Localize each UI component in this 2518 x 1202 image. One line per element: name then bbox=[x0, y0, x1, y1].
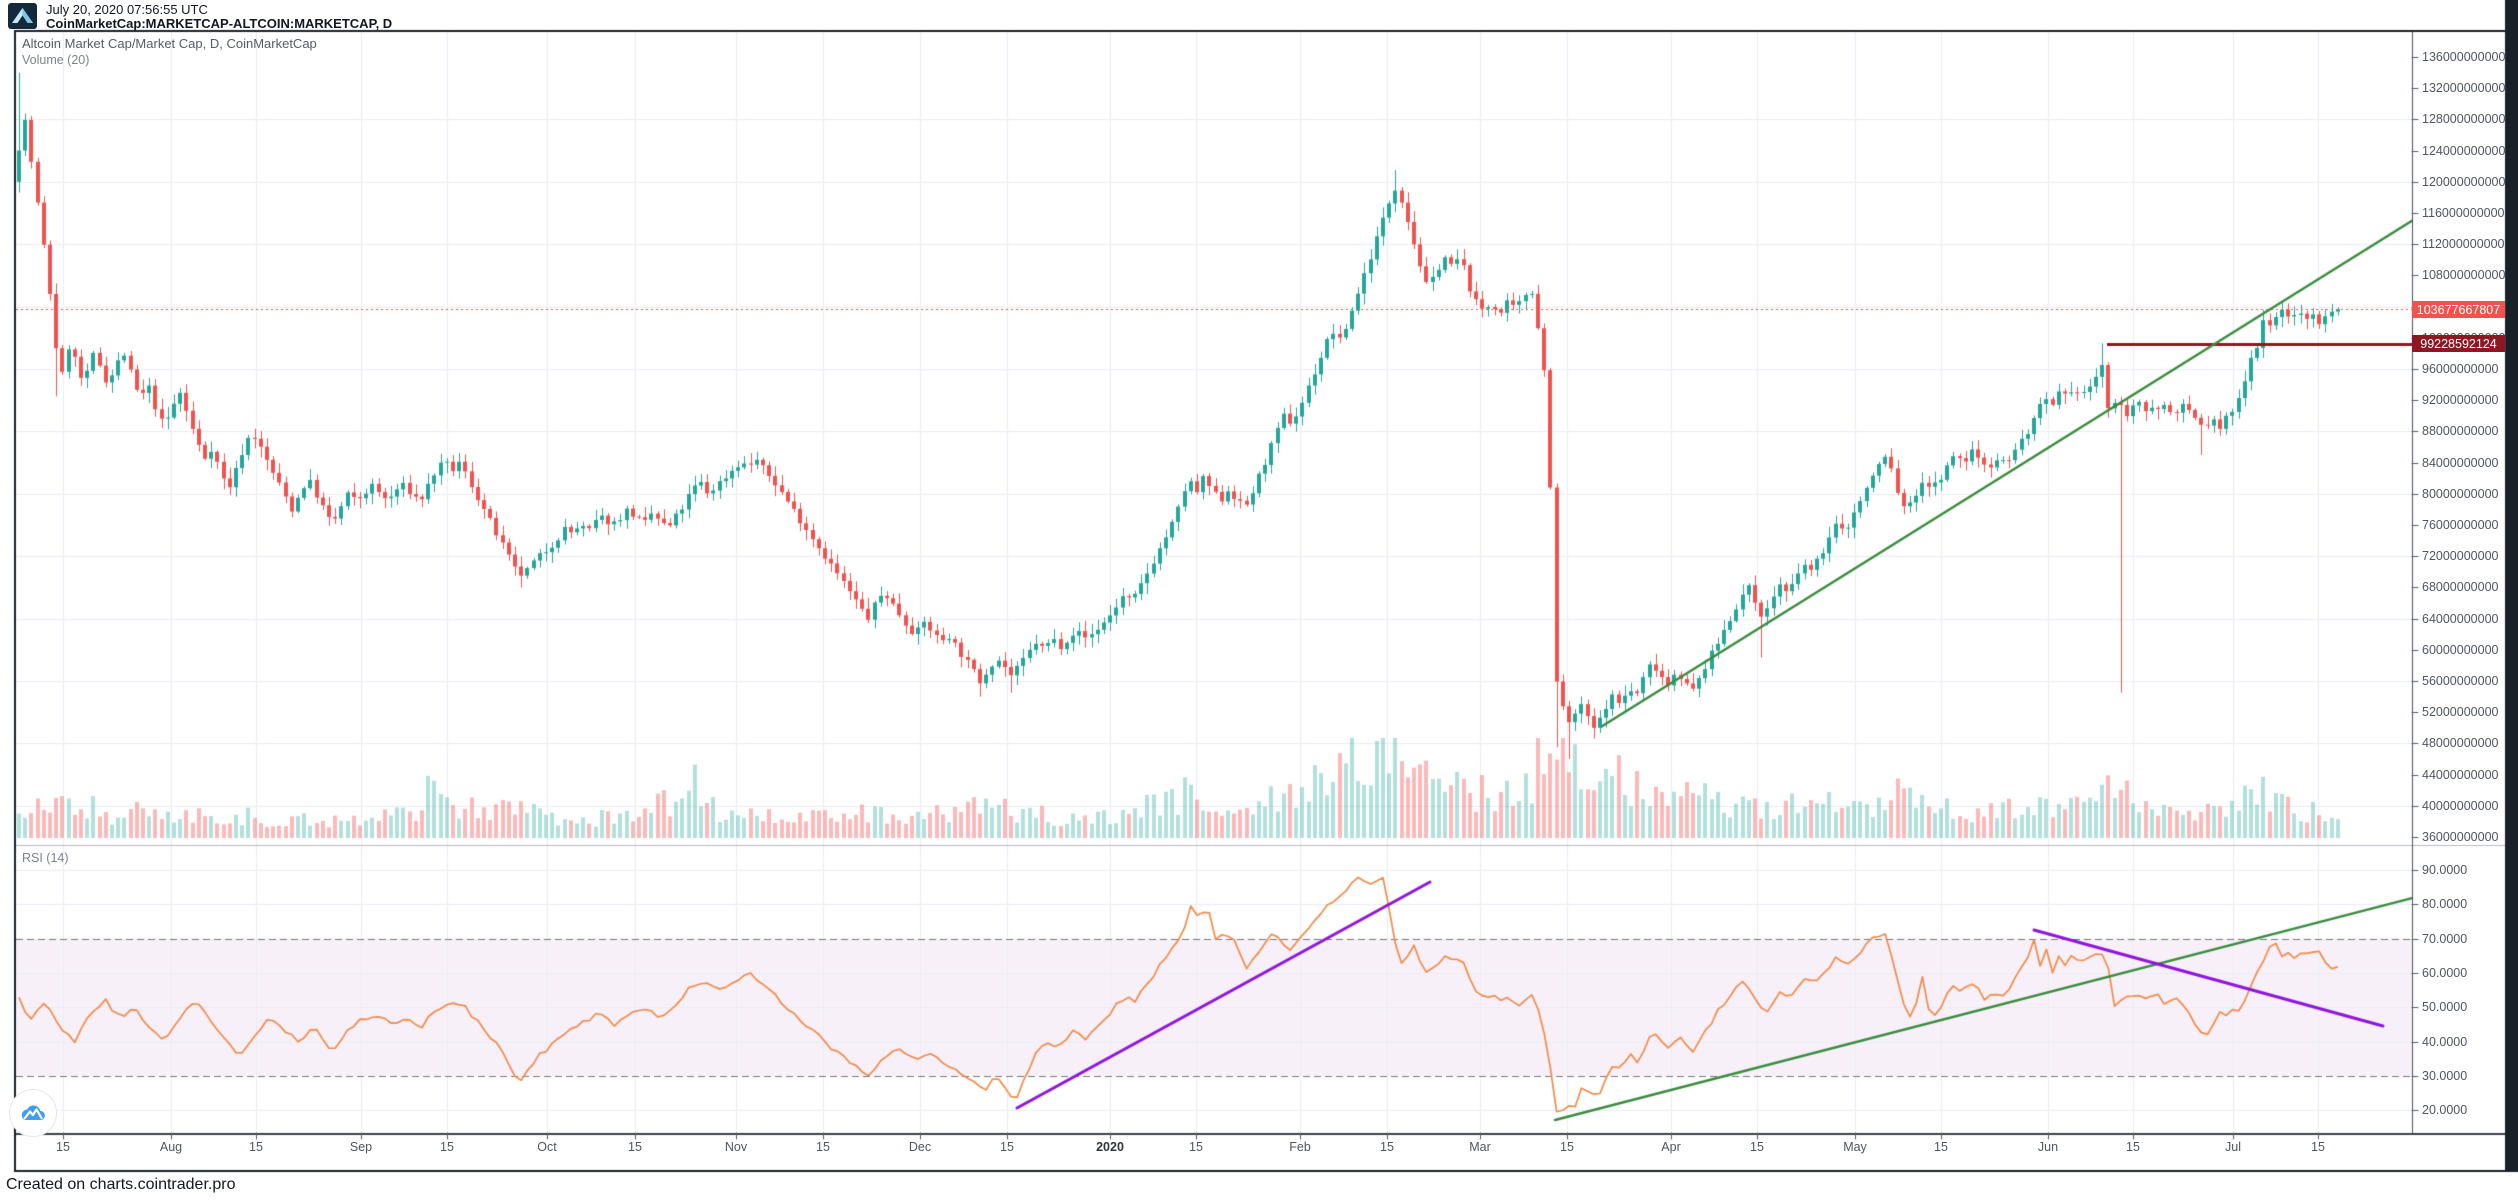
time-axis-label: Mar bbox=[1469, 1140, 1491, 1154]
time-axis-label: 15 bbox=[440, 1140, 454, 1154]
last-price-badge: 103677667807 bbox=[2412, 301, 2505, 318]
time-axis-label: 15 bbox=[1560, 1140, 1574, 1154]
time-axis-label: 15 bbox=[249, 1140, 263, 1154]
volume-indicator-label[interactable]: Volume (20) bbox=[22, 53, 90, 67]
price-axis-label: 92000000000 bbox=[2422, 393, 2499, 408]
time-axis-label: 15 bbox=[1934, 1140, 1948, 1154]
rsi-axis-label: 20.0000 bbox=[2422, 1103, 2468, 1118]
header: July 20, 2020 07:56:55 UTC CoinMarketCap… bbox=[8, 3, 392, 31]
price-axis-label: 72000000000 bbox=[2422, 549, 2499, 564]
time-axis-label: Sep bbox=[349, 1140, 373, 1154]
price-axis-label: 64000000000 bbox=[2422, 611, 2499, 626]
time-axis-label: 15 bbox=[56, 1140, 70, 1154]
time-axis-label: 15 bbox=[2311, 1140, 2325, 1154]
time-axis-label: May bbox=[1843, 1140, 1867, 1154]
price-axis-label: 116000000000 bbox=[2422, 206, 2505, 220]
footer-credit[interactable]: Created on charts.cointrader.pro bbox=[6, 1176, 236, 1193]
price-axis-label: 52000000000 bbox=[2422, 705, 2499, 720]
time-axis-label: Apr bbox=[1661, 1140, 1681, 1154]
time-axis-label: Nov bbox=[724, 1140, 748, 1154]
watermark-logo bbox=[9, 1089, 57, 1137]
price-axis-label: 120000000000 bbox=[2422, 174, 2506, 189]
symbol-title: CoinMarketCap:MARKETCAP-ALTCOIN:MARKETCA… bbox=[46, 16, 393, 31]
cloud-mountain-icon bbox=[21, 1105, 45, 1120]
price-axis-label: 40000000000 bbox=[2422, 798, 2499, 813]
price-axis-label: 56000000000 bbox=[2422, 674, 2499, 688]
price-axis[interactable]: 136000000000 132000000000 128000000000 1240… bbox=[2412, 31, 2505, 1133]
price-axis-label: 76000000000 bbox=[2422, 518, 2499, 532]
price-axis-label: 68000000000 bbox=[2422, 580, 2499, 595]
price-axis-label: 36000000000 bbox=[2422, 830, 2499, 844]
time-axis-label: Aug bbox=[159, 1140, 183, 1154]
price-axis-label: 48000000000 bbox=[2422, 736, 2499, 751]
price-axis-label: 112000000000 bbox=[2422, 237, 2505, 252]
rsi-axis-label: 60.0000 bbox=[2422, 965, 2468, 980]
price-axis-label: 124000000000 bbox=[2422, 143, 2506, 158]
rsi-axis-label: 30.0000 bbox=[2422, 1068, 2468, 1083]
price-axis-label: 60000000000 bbox=[2422, 642, 2499, 657]
chart-title[interactable]: Altcoin Market Cap/Market Cap, D, CoinMa… bbox=[22, 36, 317, 51]
rsi-indicator-label[interactable]: RSI (14) bbox=[22, 851, 69, 865]
time-axis-label: Jul bbox=[2225, 1140, 2241, 1154]
price-axis-label: 80000000000 bbox=[2422, 486, 2499, 501]
rsi-axis-label: 90.0000 bbox=[2422, 863, 2468, 877]
price-axis-label: 88000000000 bbox=[2422, 424, 2499, 439]
time-axis-label: 15 bbox=[1189, 1140, 1203, 1154]
time-axis[interactable]: 15 Aug 15 Sep 15 Oct 15 Nov 15 Dec 15 2020 15 Feb 15 Ma… bbox=[16, 1133, 2505, 1170]
time-axis-label: Oct bbox=[537, 1140, 557, 1154]
time-axis-label: Dec bbox=[908, 1140, 932, 1154]
rsi-axis-label: 80.0000 bbox=[2422, 897, 2468, 912]
price-axis-label: 128000000000 bbox=[2422, 112, 2506, 127]
main-pane-legend: Altcoin Market Cap/Market Cap, D, CoinMa… bbox=[22, 36, 317, 68]
cointrader-logo-icon[interactable] bbox=[8, 3, 37, 29]
time-axis-label: 15 bbox=[1750, 1140, 1764, 1154]
timestamp: July 20, 2020 07:56:55 UTC bbox=[46, 2, 208, 17]
header-text: July 20, 2020 07:56:55 UTC CoinMarketCap… bbox=[46, 3, 392, 31]
time-axis-label: Jun bbox=[2037, 1140, 2059, 1154]
time-axis-label: 15 bbox=[816, 1140, 830, 1154]
time-axis-label: 15 bbox=[1380, 1140, 1394, 1154]
time-axis-label: 15 bbox=[2126, 1140, 2140, 1154]
price-axis-label: 44000000000 bbox=[2422, 767, 2499, 782]
rsi-axis-label: 70.0000 bbox=[2422, 931, 2468, 946]
price-axis-label: 84000000000 bbox=[2422, 455, 2499, 470]
alert-level-badge: 99228592124 bbox=[2412, 335, 2505, 352]
time-axis-label: 15 bbox=[628, 1140, 642, 1154]
time-axis-label: 15 bbox=[1000, 1140, 1014, 1154]
price-axis-label: 132000000000 bbox=[2422, 81, 2506, 96]
rsi-axis-label: 40.0000 bbox=[2422, 1034, 2468, 1049]
time-axis-label: Feb bbox=[1289, 1140, 1311, 1154]
price-axis-label: 136000000000 bbox=[2422, 50, 2506, 64]
rsi-axis-label: 50.0000 bbox=[2422, 1000, 2468, 1015]
time-axis-label: 2020 bbox=[1096, 1140, 1124, 1154]
price-axis-label: 108000000000 bbox=[2422, 268, 2506, 283]
price-axis-label: 96000000000 bbox=[2422, 362, 2499, 376]
